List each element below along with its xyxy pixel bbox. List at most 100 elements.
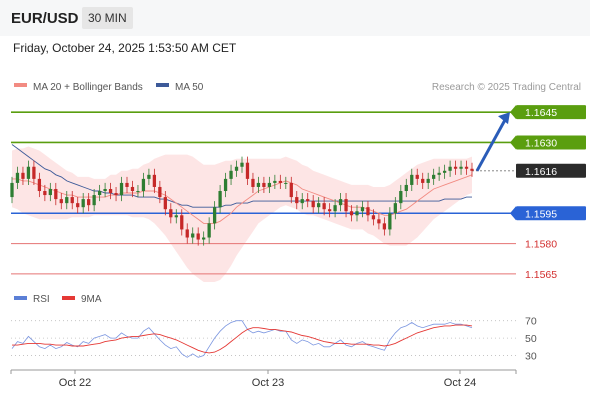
candle-body: [108, 188, 113, 194]
candle-body: [355, 211, 359, 216]
ma50-legend-swatch: [156, 83, 169, 87]
candle-body: [327, 209, 332, 212]
candle-body: [410, 174, 414, 185]
candle-body: [322, 203, 326, 210]
candle-body: [15, 172, 20, 183]
candlesticks: [10, 156, 474, 246]
x-axis: Oct 22 Oct 23 Oct 24: [10, 369, 517, 389]
timeframe-badge[interactable]: 30 MIN: [82, 7, 133, 29]
level-box-1.1595: [516, 206, 586, 221]
candle-body: [240, 162, 244, 167]
candle-body: [70, 197, 74, 204]
candle-body: [65, 197, 69, 204]
candle-body: [278, 180, 282, 183]
candle-body: [218, 191, 222, 208]
candle-body: [464, 166, 469, 169]
candle-body: [229, 170, 233, 179]
candle-body: [421, 178, 425, 183]
rsi-legend-label: RSI: [33, 294, 50, 305]
candle-body: [158, 186, 162, 198]
candle-body: [92, 195, 96, 206]
level-box-1.1630: [516, 135, 586, 150]
timestamp-label: Friday, October 24, 2025 1:53:50 AM CET: [13, 41, 237, 55]
candle-body: [404, 184, 408, 192]
candle-body: [382, 223, 387, 230]
forecast-arrow-head: [498, 112, 510, 125]
level-box-pointer-1.1645: [510, 105, 516, 120]
candle-body: [317, 203, 321, 208]
candle-body: [196, 233, 200, 240]
candle-body: [300, 199, 304, 204]
candle-body: [212, 207, 217, 224]
x-tick-label: Oct 22: [59, 377, 91, 389]
rsi-legend: RSI 9MA: [14, 294, 102, 305]
current-price-label: 1.1616: [525, 166, 557, 178]
candle-body: [442, 170, 447, 173]
candle-body: [141, 178, 146, 192]
candle-body: [393, 203, 397, 214]
candle-body: [371, 215, 376, 220]
rsi-ma-legend-swatch: [62, 296, 75, 300]
candle-body: [174, 215, 178, 218]
candle-body: [223, 178, 228, 192]
forecast-arrow: [475, 112, 510, 172]
level-label-1.1595: 1.1595: [525, 208, 557, 220]
candle-body: [207, 223, 211, 238]
candle-body: [103, 188, 107, 192]
candle-body: [459, 166, 463, 169]
candle-body: [152, 174, 157, 187]
ma20-bb-legend-swatch: [14, 83, 27, 87]
level-label-1.1580: 1.1580: [525, 239, 557, 251]
rsi-ma-legend-label: 9MA: [81, 294, 102, 305]
candle-body: [163, 197, 167, 210]
candle-body: [289, 182, 293, 198]
candle-body: [76, 203, 80, 208]
candle-body: [234, 166, 239, 171]
candle-body: [37, 178, 42, 192]
forecast-arrow-shaft: [475, 117, 508, 172]
candle-body: [377, 219, 381, 224]
candle-body: [388, 213, 392, 230]
candle-body: [147, 174, 151, 179]
level-label-1.1630: 1.1630: [525, 137, 557, 149]
candle-body: [10, 182, 14, 198]
candle-body: [366, 207, 370, 216]
candle-body: [453, 166, 458, 169]
candle-body: [344, 199, 348, 212]
candle-body: [97, 191, 102, 196]
candle-body: [256, 182, 261, 187]
candle-body: [273, 180, 277, 183]
price-levels: [11, 111, 516, 275]
candle-body: [180, 215, 184, 230]
level-labels: 1.1645 1.1630 1.1616 1.1595 1.1580 1.1565: [510, 105, 586, 281]
candle-body: [415, 174, 419, 179]
candle-body: [26, 166, 31, 179]
main-legend: MA 20 + Bollinger Bands MA 50 Research ©…: [14, 82, 581, 93]
candle-body: [338, 199, 343, 206]
candle-body: [251, 178, 255, 187]
candle-body: [169, 209, 173, 218]
ma20-bb-legend-label: MA 20 + Bollinger Bands: [33, 82, 143, 93]
candle-body: [119, 182, 124, 196]
level-box-pointer-1.1595: [510, 206, 516, 221]
candle-body: [130, 186, 135, 192]
candle-body: [426, 178, 430, 183]
candle-body: [399, 191, 403, 204]
rsi-legend-swatch: [14, 296, 27, 300]
rsi-tick-50: 50: [525, 333, 537, 345]
candle-body: [267, 182, 272, 187]
rsi-line: [11, 320, 473, 358]
rsi-panel: 70 50 30: [11, 316, 537, 363]
candle-body: [87, 199, 91, 206]
candle-body: [32, 166, 36, 179]
candle-body: [333, 205, 337, 212]
candle-body: [59, 199, 63, 204]
level-label-1.1645: 1.1645: [525, 107, 557, 119]
candle-body: [245, 162, 250, 179]
candle-body: [295, 197, 299, 204]
candle-body: [284, 182, 288, 184]
candle-body: [360, 207, 365, 212]
level-box-pointer-1.1630: [510, 135, 516, 150]
candle-body: [81, 199, 85, 208]
